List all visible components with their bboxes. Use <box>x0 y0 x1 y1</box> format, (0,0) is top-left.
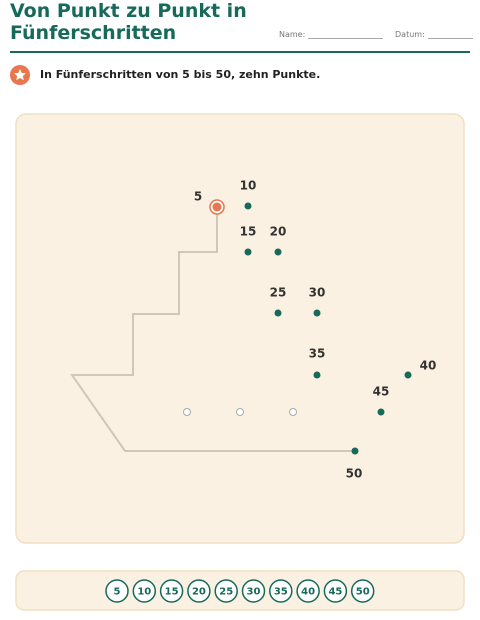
dot <box>212 202 222 212</box>
strip-number: 30 <box>247 587 261 598</box>
dot-label: 15 <box>240 225 257 239</box>
dot <box>313 309 321 317</box>
instruction: In Fünferschritten von 5 bis 50, zehn Pu… <box>40 68 321 81</box>
dot-label: 5 <box>194 190 202 204</box>
strip-number: 50 <box>356 587 370 598</box>
dot <box>404 371 412 379</box>
name-label: Name: <box>279 30 306 39</box>
name-field: Name: <box>279 30 384 39</box>
strip-number: 5 <box>114 587 121 598</box>
date-line <box>427 38 473 39</box>
dot-label: 40 <box>420 359 437 373</box>
strip-number: 10 <box>137 587 151 598</box>
date-field: Datum: <box>395 30 473 39</box>
dot-label: 10 <box>240 179 257 193</box>
strip-number: 15 <box>165 587 179 598</box>
hollow-dot <box>289 408 297 416</box>
hollow-dot <box>183 408 191 416</box>
dot-label: 25 <box>270 286 287 300</box>
name-line <box>308 38 384 39</box>
dot-label: 20 <box>270 225 287 239</box>
guide-outline <box>70 213 355 452</box>
dot <box>274 248 282 256</box>
hollow-dot <box>236 408 244 416</box>
worksheet-title: Von Punkt zu Punkt in Fünferschritten <box>10 0 247 44</box>
strip-circle <box>323 579 348 603</box>
dot <box>377 408 385 416</box>
strip-circle <box>187 579 211 603</box>
dot-label: 30 <box>309 286 326 300</box>
dot <box>244 248 252 256</box>
strip-number: 45 <box>328 587 342 598</box>
strip-number: 25 <box>219 587 233 598</box>
dot <box>244 202 252 210</box>
strip-circle <box>241 579 266 603</box>
dot-label: 35 <box>309 347 326 361</box>
star-icon <box>14 69 26 81</box>
strip-circle <box>350 579 375 603</box>
dot-label: 50 <box>346 467 363 481</box>
strip-circle <box>269 579 293 603</box>
dot <box>274 309 282 317</box>
dot <box>351 447 359 455</box>
date-label: Datum: <box>395 30 425 39</box>
strip-circle <box>296 579 320 603</box>
puzzle-panel <box>15 113 465 544</box>
dot-label: 45 <box>373 385 390 399</box>
strip-circle <box>159 579 184 603</box>
header-rule <box>10 51 470 53</box>
strip-circle <box>132 579 157 603</box>
number-strip-panel <box>15 570 465 611</box>
strip-number: 40 <box>301 587 315 598</box>
dot <box>313 371 321 379</box>
strip-number: 20 <box>192 587 206 598</box>
strip-number: 35 <box>274 587 288 598</box>
strip-circle <box>214 579 238 603</box>
strip-circle <box>105 579 129 603</box>
